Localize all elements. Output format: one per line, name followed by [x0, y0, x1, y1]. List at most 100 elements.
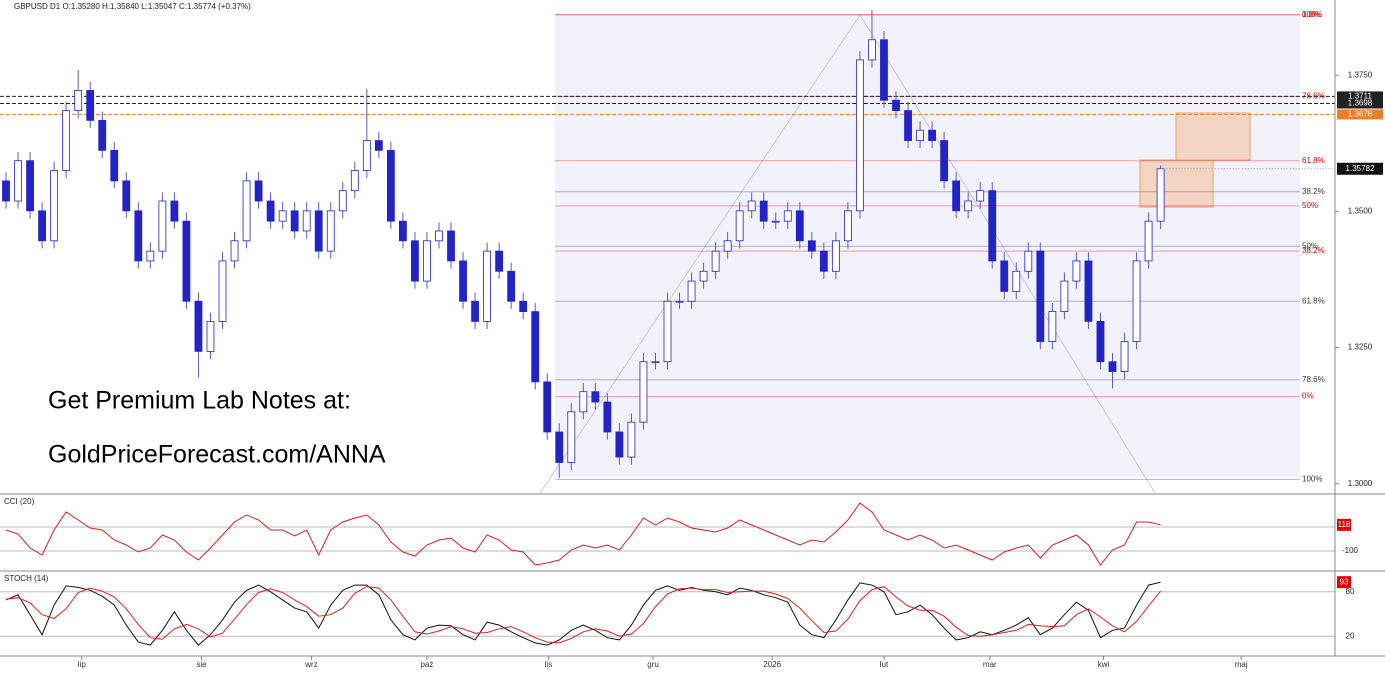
candle-body: [543, 381, 552, 433]
candle-body: [38, 210, 46, 242]
candle-body: [495, 250, 504, 272]
target-box: [1175, 112, 1251, 161]
price-box: [1337, 162, 1383, 175]
fib-label: 78.6%: [1302, 92, 1325, 101]
fib-label: 0%: [1302, 392, 1314, 401]
candle-body: [374, 140, 383, 151]
indicator-line: [5, 586, 1161, 644]
indicator-line: [5, 502, 1161, 566]
candle-body: [567, 411, 576, 463]
indicator-line: [5, 581, 1161, 646]
value-box: [1337, 518, 1351, 531]
candle-body: [74, 90, 83, 111]
plot-layer: lip sie wrz paź lis gru 2026 lut mar kwi maj 1.3000…: [0, 9, 1383, 669]
x-tick-label: sie: [196, 660, 207, 669]
x-tick-label: wrz: [304, 660, 317, 669]
candle-body: [795, 210, 804, 242]
candle-body: [507, 270, 516, 302]
x-tick-label: lut: [880, 660, 889, 669]
y-tick-label: 80: [1346, 587, 1355, 596]
candle-body: [86, 90, 95, 121]
candle-body: [459, 260, 467, 302]
candle-body: [844, 210, 852, 242]
price-label: 1.3698: [1348, 99, 1373, 108]
value-label: 118: [1338, 520, 1351, 529]
candle-body: [1048, 311, 1057, 342]
y-tick-label: 1.3250: [1348, 343, 1373, 352]
candle-body: [759, 200, 768, 222]
candle-body: [62, 110, 71, 171]
candle-body: [2, 180, 10, 202]
candle-body: [158, 200, 167, 252]
price-box: [1337, 91, 1383, 102]
candle-body: [868, 39, 876, 61]
candle-body: [639, 361, 648, 423]
candle-body: [735, 210, 744, 242]
candle-body: [603, 401, 612, 433]
candle-body: [350, 170, 359, 192]
value-label: 93: [1340, 577, 1349, 586]
fib-zone: [555, 15, 1300, 477]
candle-body: [146, 250, 155, 262]
target-box: [1139, 159, 1214, 208]
fib-label: 38.2%: [1302, 187, 1325, 196]
candle-body: [423, 240, 431, 282]
trend-line: [539, 14, 861, 494]
fib-label: 0.0%: [1302, 10, 1320, 19]
candle-body: [1156, 168, 1165, 222]
y-tick-label: 1.3000: [1348, 479, 1373, 488]
fib-label: 61.8%: [1302, 296, 1325, 305]
candle-body: [591, 391, 600, 403]
candle-body: [314, 210, 323, 252]
y-tick-label: 20: [1346, 631, 1355, 640]
candle-body: [302, 210, 311, 232]
x-tick-label: mar: [983, 660, 997, 669]
candle-body: [1012, 270, 1021, 292]
candle-body: [170, 200, 179, 222]
candle-body: [1120, 341, 1129, 372]
candle-body: [723, 240, 732, 252]
y-tick-label: 1.3500: [1348, 206, 1373, 215]
candle-body: [627, 421, 636, 458]
candle-body: [699, 270, 708, 282]
candle-body: [807, 240, 816, 252]
candle-body: [687, 280, 696, 302]
price-label: 1.3678: [1348, 110, 1373, 119]
price-label: 1.35782: [1346, 164, 1375, 173]
fib-label: 50%: [1302, 201, 1318, 210]
candle-body: [1132, 260, 1141, 342]
candle-body: [483, 250, 491, 322]
y-tick-label: 1.3750: [1348, 70, 1373, 79]
candle-body: [531, 311, 540, 383]
candle-body: [266, 200, 275, 222]
candle-body: [856, 59, 864, 212]
price-label: 1.3711: [1348, 92, 1372, 101]
annotation: GoldPriceForecast.com/ANNA: [48, 441, 386, 469]
candle-body: [615, 431, 624, 458]
candle-body: [783, 210, 792, 222]
candle-body: [411, 240, 419, 282]
candle-body: [1096, 321, 1105, 363]
x-tick-label: paź: [421, 660, 434, 669]
candle-body: [399, 220, 407, 242]
price-box: [1337, 98, 1383, 109]
candle-body: [1060, 280, 1069, 312]
candle-body: [98, 119, 107, 151]
candle-body: [711, 250, 720, 272]
candle-body: [771, 220, 780, 223]
candle-body: [831, 240, 840, 272]
value-box: [1337, 576, 1351, 589]
candle-body: [435, 230, 443, 242]
candle-body: [880, 39, 888, 101]
candle-body: [928, 129, 936, 141]
candle-body: [916, 129, 924, 141]
candle-body: [1108, 361, 1117, 372]
x-tick-label: lis: [545, 660, 553, 669]
candle-body: [1072, 260, 1081, 282]
candle-body: [471, 300, 479, 322]
fib-label: 100%: [1302, 474, 1322, 483]
pane-title: STOCH (14): [4, 574, 49, 583]
candle-body: [579, 391, 588, 413]
